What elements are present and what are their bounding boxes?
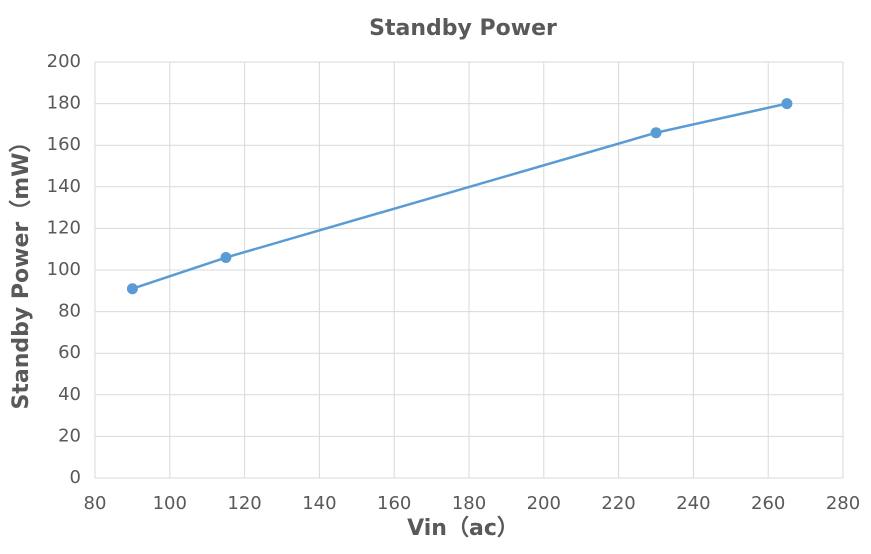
data-point	[126, 283, 138, 295]
y-tick-label: 80	[58, 301, 81, 322]
x-tick-label: 280	[826, 493, 860, 514]
y-tick-label: 100	[47, 259, 81, 280]
x-tick-label: 260	[751, 493, 785, 514]
x-tick-label: 100	[153, 493, 187, 514]
y-tick-label: 120	[47, 217, 81, 238]
x-tick-label: 120	[227, 493, 261, 514]
data-point	[220, 252, 232, 264]
data-point	[650, 127, 662, 139]
x-tick-label: 220	[601, 493, 635, 514]
y-tick-label: 0	[70, 467, 81, 488]
chart-title: Standby Power	[369, 16, 557, 41]
y-tick-label: 140	[47, 176, 81, 197]
y-axis-label: Standby Power（mW）	[9, 131, 34, 410]
y-tick-label: 180	[47, 93, 81, 114]
y-tick-label: 160	[47, 134, 81, 155]
y-tick-label: 40	[58, 384, 81, 405]
y-tick-label: 200	[47, 51, 81, 72]
x-tick-label: 80	[84, 493, 107, 514]
data-point	[781, 98, 793, 110]
x-tick-label: 240	[676, 493, 710, 514]
x-tick-label: 160	[377, 493, 411, 514]
x-tick-label: 140	[302, 493, 336, 514]
x-axis-label: Vin（ac）	[407, 516, 519, 541]
x-tick-label: 200	[527, 493, 561, 514]
y-tick-label: 60	[58, 342, 81, 363]
x-tick-label: 180	[452, 493, 486, 514]
y-tick-label: 20	[58, 425, 81, 446]
data-line	[132, 102, 788, 290]
